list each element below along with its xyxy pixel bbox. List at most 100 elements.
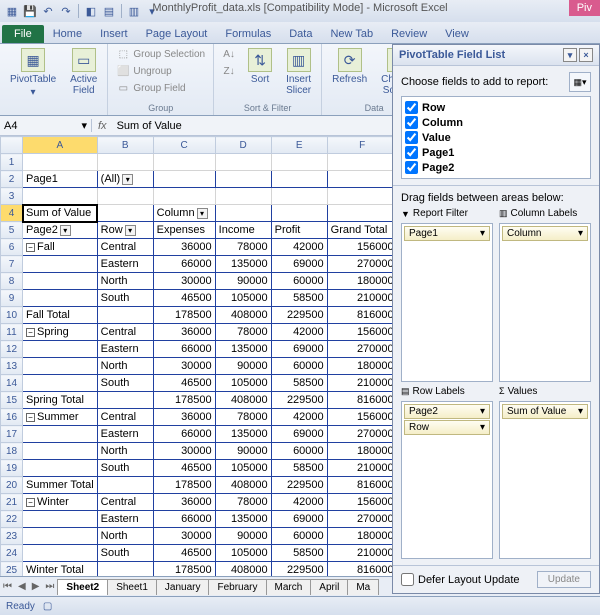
cell[interactable]: 58500 — [271, 545, 327, 562]
cell[interactable]: 229500 — [271, 477, 327, 494]
field-item[interactable]: Page2 — [405, 160, 587, 175]
qat-btn2[interactable]: ▤ — [101, 3, 117, 19]
row-header[interactable]: 25 — [1, 562, 23, 577]
area-item[interactable]: Page1▾ — [404, 226, 490, 241]
cell[interactable]: Eastern — [97, 426, 153, 443]
qat-btn3[interactable]: ▥ — [126, 3, 142, 19]
cell[interactable]: 210000 — [327, 460, 397, 477]
cell[interactable]: 58500 — [271, 290, 327, 307]
col-header[interactable]: C — [153, 137, 215, 154]
group-selection-button[interactable]: ⬚Group Selection — [114, 46, 207, 62]
cell[interactable]: 78000 — [215, 494, 271, 511]
cell[interactable]: 58500 — [271, 460, 327, 477]
cell[interactable]: Fall Total — [23, 307, 98, 324]
cell[interactable]: 42000 — [271, 239, 327, 256]
cell[interactable]: 270000 — [327, 426, 397, 443]
col-header[interactable]: F — [327, 137, 397, 154]
cell[interactable]: Grand Total — [327, 222, 397, 239]
cell[interactable]: −Winter — [23, 494, 98, 511]
cell[interactable] — [23, 341, 98, 358]
cell[interactable]: 66000 — [153, 341, 215, 358]
cell[interactable]: 816000 — [327, 307, 397, 324]
cell[interactable]: Expenses — [153, 222, 215, 239]
cell[interactable] — [23, 460, 98, 477]
field-panel-dropdown[interactable]: ▾ — [563, 48, 577, 62]
cell[interactable]: North — [97, 443, 153, 460]
cell[interactable]: 156000 — [327, 409, 397, 426]
row-header[interactable]: 9 — [1, 290, 23, 307]
row-header[interactable]: 4 — [1, 205, 23, 222]
cell[interactable]: 408000 — [215, 392, 271, 409]
cell[interactable]: South — [97, 375, 153, 392]
cell[interactable]: Central — [97, 409, 153, 426]
col-header[interactable]: D — [215, 137, 271, 154]
area-item[interactable]: Row▾ — [404, 420, 490, 435]
field-item[interactable]: Page1 — [405, 145, 587, 160]
cell[interactable] — [23, 511, 98, 528]
cell[interactable] — [23, 375, 98, 392]
cell[interactable]: 135000 — [215, 426, 271, 443]
row-header[interactable]: 6 — [1, 239, 23, 256]
cell[interactable]: 105000 — [215, 375, 271, 392]
cell[interactable]: 156000 — [327, 239, 397, 256]
cell[interactable]: Page1 — [23, 171, 98, 188]
cell[interactable] — [23, 256, 98, 273]
cell[interactable] — [327, 188, 397, 205]
select-all[interactable] — [1, 137, 23, 154]
tab-home[interactable]: Home — [44, 25, 91, 43]
cell[interactable]: 210000 — [327, 545, 397, 562]
cell[interactable]: −Fall — [23, 239, 98, 256]
cell[interactable] — [23, 358, 98, 375]
field-item[interactable]: Value — [405, 130, 587, 145]
cell[interactable]: 105000 — [215, 460, 271, 477]
macro-record-icon[interactable]: ▢ — [43, 601, 52, 612]
row-header[interactable]: 16 — [1, 409, 23, 426]
cell[interactable]: 60000 — [271, 443, 327, 460]
sheet-tab[interactable]: Sheet1 — [107, 579, 157, 595]
cell[interactable]: 180000 — [327, 528, 397, 545]
cell[interactable]: Sum of Value — [23, 205, 98, 222]
sheet-nav-next[interactable]: ▶ — [29, 581, 43, 592]
sort-button[interactable]: ⇅Sort — [244, 46, 276, 98]
update-button[interactable]: Update — [537, 571, 591, 588]
field-item[interactable]: Column — [405, 115, 587, 130]
cell[interactable]: Central — [97, 239, 153, 256]
cell[interactable]: 78000 — [215, 409, 271, 426]
cell[interactable]: 46500 — [153, 290, 215, 307]
cell[interactable]: 156000 — [327, 324, 397, 341]
cell[interactable] — [153, 171, 215, 188]
cell[interactable] — [23, 154, 98, 171]
field-item[interactable]: Row — [405, 100, 587, 115]
insert-slicer-button[interactable]: ▥Insert Slicer — [282, 46, 315, 98]
tab-review[interactable]: Review — [382, 25, 436, 43]
cell[interactable]: 408000 — [215, 562, 271, 577]
tab-insert[interactable]: Insert — [91, 25, 137, 43]
cell[interactable]: 36000 — [153, 239, 215, 256]
cell[interactable]: 210000 — [327, 375, 397, 392]
cell[interactable] — [271, 171, 327, 188]
cell[interactable]: Eastern — [97, 511, 153, 528]
sheet-nav-first[interactable]: ⏮ — [0, 581, 15, 592]
cell[interactable] — [23, 443, 98, 460]
cell[interactable] — [215, 171, 271, 188]
cell[interactable]: South — [97, 545, 153, 562]
cell[interactable]: Central — [97, 324, 153, 341]
sheet-tab[interactable]: April — [310, 579, 348, 595]
cell[interactable]: 36000 — [153, 324, 215, 341]
row-header[interactable]: 20 — [1, 477, 23, 494]
row-header[interactable]: 10 — [1, 307, 23, 324]
cell[interactable]: 69000 — [271, 256, 327, 273]
col-header[interactable]: E — [271, 137, 327, 154]
cell[interactable]: 90000 — [215, 443, 271, 460]
cell[interactable]: 135000 — [215, 341, 271, 358]
defer-checkbox[interactable]: Defer Layout Update — [401, 573, 520, 586]
area-item[interactable]: Page2▾ — [404, 404, 490, 419]
report-filter-area[interactable]: Page1▾ — [401, 223, 493, 382]
cell[interactable]: 42000 — [271, 409, 327, 426]
redo-icon[interactable]: ↷ — [58, 3, 74, 19]
sheet-nav-last[interactable]: ⏭ — [42, 581, 57, 592]
cell[interactable]: 78000 — [215, 324, 271, 341]
cell[interactable]: −Summer — [23, 409, 98, 426]
cell[interactable]: 229500 — [271, 392, 327, 409]
cell[interactable]: 180000 — [327, 358, 397, 375]
